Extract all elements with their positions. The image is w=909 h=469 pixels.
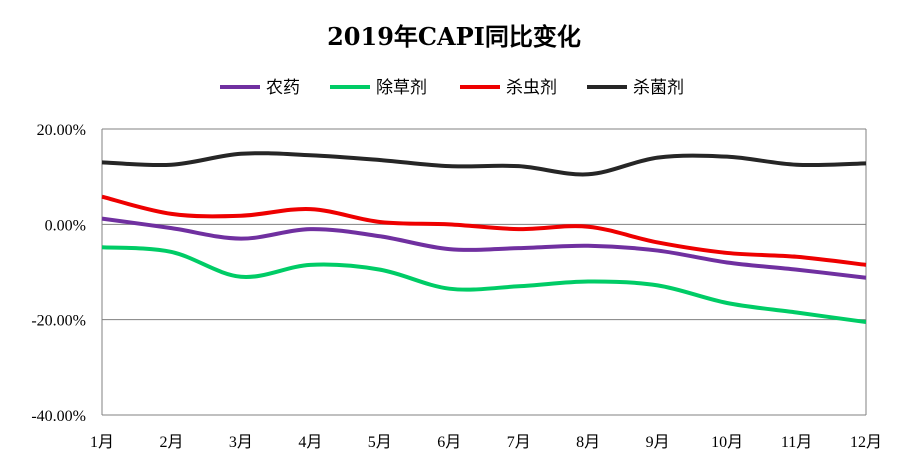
legend-label: 杀虫剂 [506, 78, 557, 98]
legend-label: 农药 [266, 78, 300, 98]
y-tick-label: -40.00% [31, 408, 86, 425]
legend: 农药 除草剂 杀虫剂 杀菌剂 [220, 78, 684, 98]
series-line-4 [101, 151, 867, 177]
x-tick-label: 9月 [646, 434, 670, 451]
y-tick-label: 0.00% [45, 217, 86, 234]
y-tick-label: 20.00% [37, 122, 86, 139]
x-tick-label: 7月 [507, 434, 531, 451]
x-tick-label: 3月 [229, 434, 253, 451]
x-tick-label: 10月 [711, 434, 743, 451]
series-line-1 [101, 216, 867, 280]
series-line-2 [101, 245, 867, 325]
legend-label: 除草剂 [376, 78, 427, 98]
x-tick-label: 8月 [576, 434, 600, 451]
x-tick-label: 11月 [781, 434, 812, 451]
chart-title: 2019年CAPI同比变化 [327, 22, 581, 51]
x-tick-label: 4月 [298, 434, 322, 451]
x-tick-label: 12月 [850, 434, 882, 451]
x-tick-label: 6月 [437, 434, 461, 451]
x-tick-label: 5月 [368, 434, 392, 451]
legend-label: 杀菌剂 [633, 78, 684, 98]
x-tick-label: 1月 [90, 434, 114, 451]
series-line-3 [101, 194, 867, 267]
plot-area: 20.00% 0.00% -20.00% -40.00%1月 2月 3月 4月 5月 6月 7月 8… [31, 122, 882, 451]
y-tick-label: -20.00% [31, 313, 86, 330]
x-tick-label: 2月 [159, 434, 183, 451]
